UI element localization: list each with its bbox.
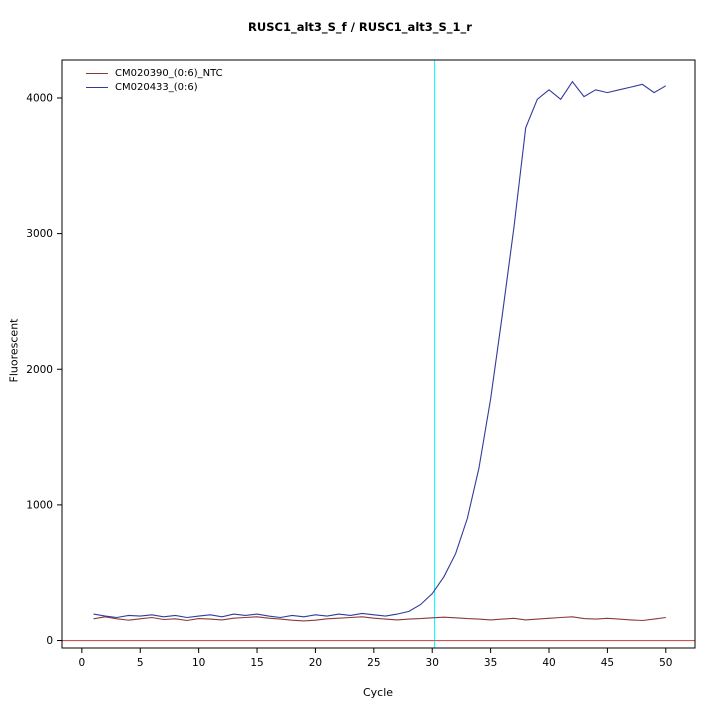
x-tick-label: 35: [484, 657, 497, 669]
legend: CM020390_(0:6)_NTC CM020433_(0:6): [86, 66, 223, 94]
legend-line-swatch-sample: [86, 86, 108, 88]
x-tick-label: 20: [309, 657, 322, 669]
x-tick-label: 10: [192, 657, 205, 669]
x-tick-label: 45: [601, 657, 614, 669]
legend-item-ntc: CM020390_(0:6)_NTC: [86, 66, 223, 80]
y-tick-label: 4000: [26, 92, 53, 104]
x-tick-label: 50: [659, 657, 672, 669]
series-line-1: [93, 80, 667, 619]
y-tick-label: 1000: [26, 499, 53, 511]
x-tick-label: 25: [367, 657, 380, 669]
x-tick-label: 0: [79, 657, 86, 669]
legend-label-ntc: CM020390_(0:6)_NTC: [115, 67, 223, 79]
x-tick-label: 40: [542, 657, 555, 669]
x-tick-label: 15: [250, 657, 263, 669]
plot-box: [61, 59, 696, 649]
x-tick-label: 5: [137, 657, 144, 669]
x-tick-label: 30: [426, 657, 439, 669]
y-tick-label: 3000: [26, 228, 53, 240]
legend-line-swatch-ntc: [86, 72, 108, 74]
chart-title: RUSC1_alt3_S_f / RUSC1_alt3_S_1_r: [248, 20, 472, 34]
series-line-0: [93, 616, 666, 622]
legend-item-sample: CM020433_(0:6): [86, 80, 223, 94]
y-tick-label: 0: [46, 635, 53, 647]
legend-label-sample: CM020433_(0:6): [115, 81, 198, 93]
x-axis-label: Cycle: [362, 686, 394, 699]
y-tick-label: 2000: [26, 364, 53, 376]
